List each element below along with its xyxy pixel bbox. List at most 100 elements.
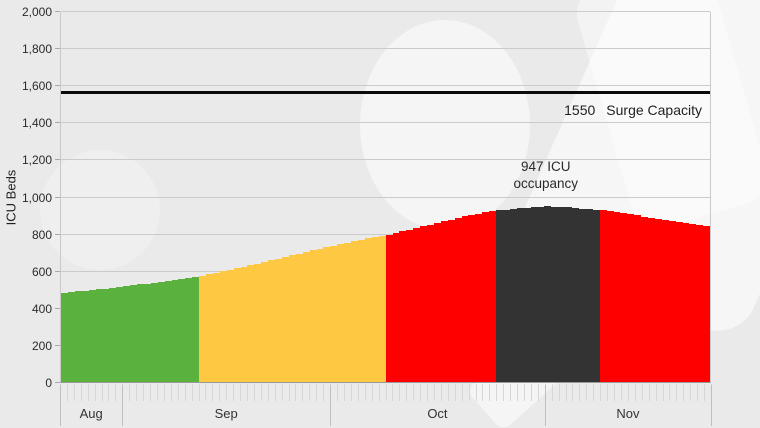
surge-capacity-value: 1550: [564, 102, 596, 119]
chart-bar: [482, 212, 490, 382]
day-tick: [143, 384, 145, 401]
chart-bar: [226, 269, 234, 382]
day-tick: [357, 384, 359, 401]
plot-area: 1550 Surge Capacity 947 ICU occupancy: [55, 11, 711, 383]
day-tick: [593, 384, 595, 401]
day-tick: [253, 384, 255, 401]
day-tick: [219, 384, 221, 401]
chart-bar: [620, 213, 628, 382]
day-tick: [614, 384, 616, 401]
chart-bar: [523, 207, 531, 382]
day-tick: [150, 384, 152, 401]
day-tick: [447, 384, 449, 401]
chart-bar: [530, 207, 538, 382]
month-separator: [711, 385, 712, 426]
chart-bar: [330, 245, 338, 382]
watermark-logo-shape: [360, 20, 530, 230]
y-axis-tick: [55, 11, 60, 12]
chart-bar: [309, 250, 317, 382]
gridline: [61, 85, 710, 87]
chart-bar: [634, 215, 642, 382]
chart-bar: [282, 256, 289, 382]
month-label: Aug: [79, 406, 103, 421]
day-tick: [198, 384, 200, 401]
chart-bar: [302, 251, 310, 382]
gridline: [61, 159, 710, 161]
y-axis-label: 1,200: [21, 153, 52, 168]
day-tick: [634, 384, 636, 401]
day-tick: [420, 384, 422, 401]
day-tick: [163, 384, 165, 401]
day-tick: [385, 384, 387, 401]
chart-bar: [130, 285, 137, 382]
surge-capacity-line: [61, 91, 710, 95]
chart-bar: [689, 224, 697, 382]
chart-bar: [275, 258, 282, 382]
day-tick: [503, 384, 505, 401]
chart-bar: [648, 217, 655, 382]
month-label: Sep: [214, 406, 238, 421]
month-separator: [122, 385, 124, 426]
y-axis-label: 800: [31, 227, 52, 242]
day-tick: [655, 384, 657, 401]
icu-occupancy-annotation: 947 ICU occupancy: [514, 158, 579, 193]
chart-bar: [696, 225, 704, 382]
y-axis-tick: [55, 382, 60, 383]
day-tick: [399, 384, 401, 401]
chart-bar: [357, 239, 365, 382]
chart-bar: [74, 291, 82, 382]
day-tick: [537, 384, 539, 401]
chart-bar: [316, 248, 324, 382]
day-tick: [427, 384, 429, 401]
day-tick: [364, 384, 366, 401]
day-tick: [669, 384, 671, 401]
day-tick: [302, 384, 304, 401]
chart-bar: [351, 241, 358, 382]
chart-bar: [344, 242, 352, 382]
chart-bar: [288, 255, 296, 382]
chart-bar: [61, 292, 68, 382]
chart-bar: [420, 226, 428, 382]
chart-bar: [364, 238, 372, 382]
chart-bar: [551, 206, 559, 382]
chart-bar: [558, 207, 566, 382]
chart-bar: [592, 209, 600, 382]
chart-bar: [661, 219, 669, 382]
chart-bar: [627, 214, 635, 382]
day-tick: [94, 384, 96, 401]
chart-bar: [489, 211, 497, 382]
chart-bar: [454, 217, 462, 382]
chart-bar: [233, 268, 241, 382]
chart-bar: [537, 206, 545, 382]
chart-bar: [88, 290, 96, 382]
day-tick: [496, 384, 498, 401]
y-axis-label: 1,000: [21, 190, 52, 205]
chart-bar: [185, 278, 193, 382]
day-tick: [627, 384, 629, 401]
day-tick: [579, 384, 581, 401]
chart-bar: [599, 209, 607, 382]
chart-bar: [212, 272, 220, 382]
day-tick: [316, 384, 318, 401]
chart-bar: [641, 216, 649, 382]
chart-bar: [613, 212, 621, 382]
day-tick: [323, 384, 325, 401]
y-axis-label: 2,000: [21, 5, 52, 19]
chart-bar: [295, 253, 303, 382]
day-tick: [156, 384, 158, 401]
chart-bar: [544, 206, 552, 382]
chart-bar: [468, 214, 476, 382]
chart-bar: [578, 208, 586, 382]
day-tick: [392, 384, 394, 401]
chart-bar: [171, 279, 179, 382]
day-tick: [205, 384, 207, 401]
chart-bar: [240, 267, 248, 382]
y-axis-label: 1,400: [21, 116, 52, 131]
chart-bar: [199, 275, 207, 382]
chart-bar: [392, 232, 400, 382]
chart-bar: [206, 274, 213, 382]
day-tick: [524, 384, 525, 401]
day-tick: [350, 384, 352, 401]
day-tick: [233, 384, 235, 401]
y-axis-label: 200: [31, 338, 52, 353]
